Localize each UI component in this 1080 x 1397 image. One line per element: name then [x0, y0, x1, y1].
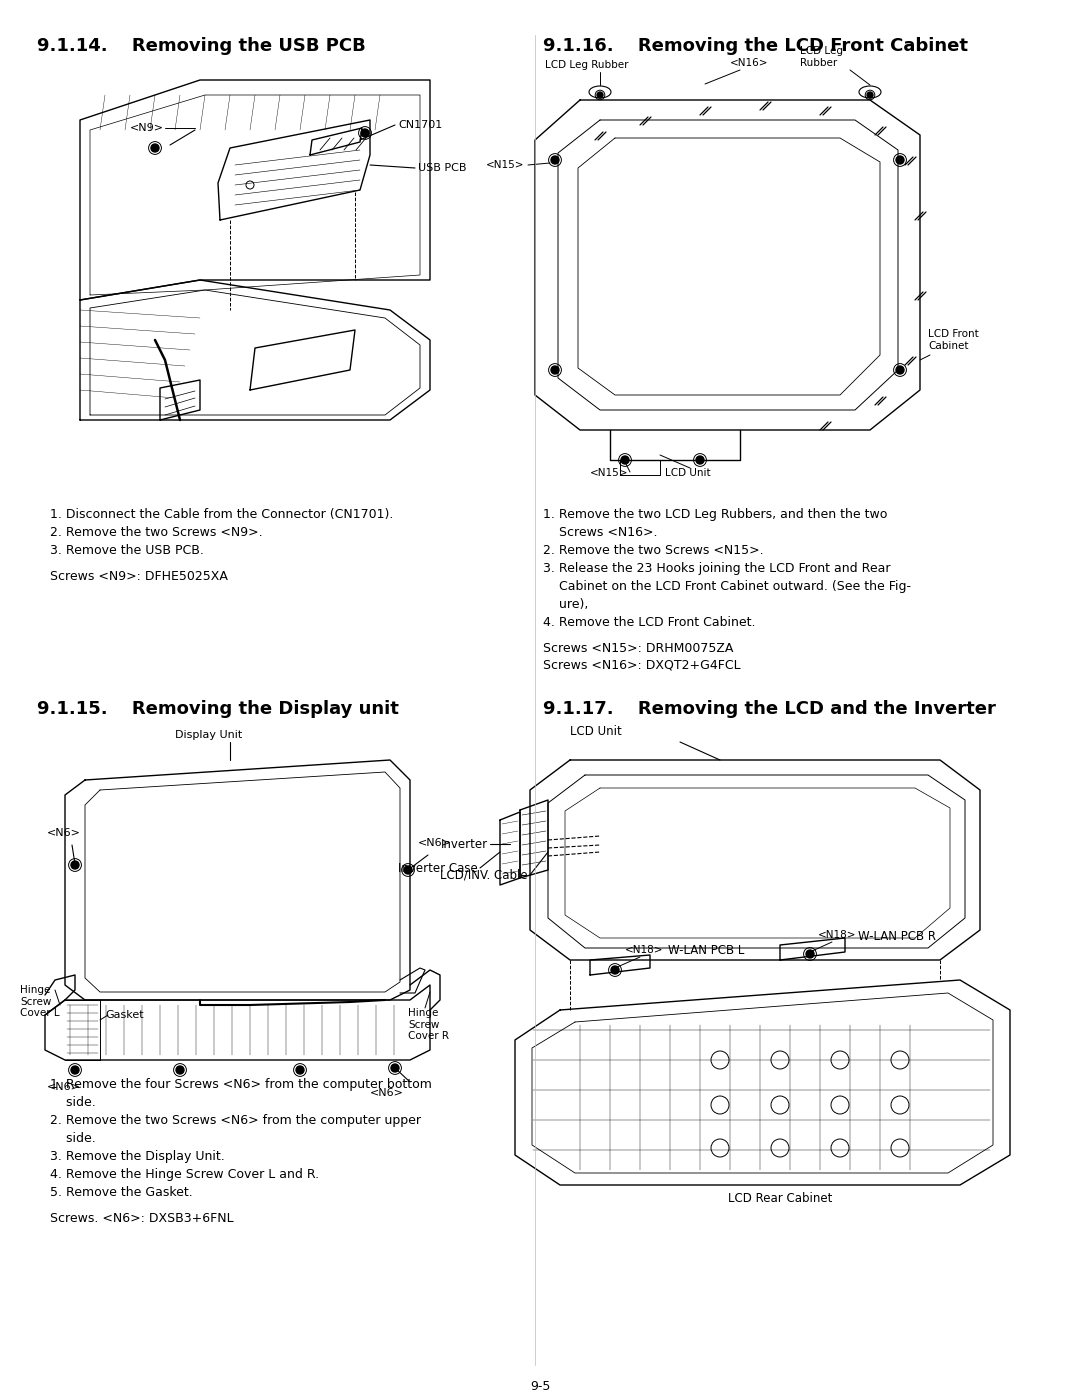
Text: <N9>: <N9>	[130, 123, 164, 133]
Circle shape	[551, 366, 559, 374]
Text: 9.1.14.  Removing the USB PCB: 9.1.14. Removing the USB PCB	[37, 36, 366, 54]
Text: 4. Remove the LCD Front Cabinet.: 4. Remove the LCD Front Cabinet.	[543, 616, 756, 629]
Text: <N6>: <N6>	[418, 838, 451, 848]
Text: LCD Leg
Rubber: LCD Leg Rubber	[800, 46, 843, 68]
Text: 2. Remove the two Screws <N6> from the computer upper: 2. Remove the two Screws <N6> from the c…	[50, 1113, 421, 1127]
Text: 4. Remove the Hinge Screw Cover L and R.: 4. Remove the Hinge Screw Cover L and R.	[50, 1168, 319, 1180]
Circle shape	[696, 455, 704, 464]
Text: 2. Remove the two Screws <N15>.: 2. Remove the two Screws <N15>.	[543, 543, 764, 557]
Text: LCD Front
Cabinet: LCD Front Cabinet	[928, 330, 978, 351]
Text: <N18>: <N18>	[818, 930, 856, 940]
Text: Screws. <N6>: DXSB3+6FNL: Screws. <N6>: DXSB3+6FNL	[50, 1213, 233, 1225]
Text: 3. Remove the USB PCB.: 3. Remove the USB PCB.	[50, 543, 204, 557]
Circle shape	[404, 866, 411, 875]
Circle shape	[551, 156, 559, 163]
Text: W-LAN PCB L: W-LAN PCB L	[669, 943, 744, 957]
Circle shape	[361, 129, 369, 137]
Text: LCD Unit: LCD Unit	[570, 725, 622, 738]
Text: 3. Remove the Display Unit.: 3. Remove the Display Unit.	[50, 1150, 225, 1162]
Text: ure),: ure),	[543, 598, 589, 610]
Circle shape	[867, 92, 873, 98]
Text: side.: side.	[50, 1097, 96, 1109]
Text: 9-5: 9-5	[530, 1380, 550, 1393]
Circle shape	[296, 1066, 303, 1074]
Text: <N6>: <N6>	[370, 1088, 404, 1098]
Text: Screws <N16>: DXQT2+G4FCL: Screws <N16>: DXQT2+G4FCL	[543, 659, 741, 672]
Circle shape	[151, 144, 159, 152]
Text: 1. Remove the two LCD Leg Rubbers, and then the two: 1. Remove the two LCD Leg Rubbers, and t…	[543, 509, 888, 521]
Text: Screws <N9>: DFHE5025XA: Screws <N9>: DFHE5025XA	[50, 570, 228, 583]
Text: 1. Disconnect the Cable from the Connector (CN1701).: 1. Disconnect the Cable from the Connect…	[50, 509, 393, 521]
Text: 9.1.16.  Removing the LCD Front Cabinet: 9.1.16. Removing the LCD Front Cabinet	[543, 36, 968, 54]
Text: Cabinet on the LCD Front Cabinet outward. (See the Fig-: Cabinet on the LCD Front Cabinet outward…	[543, 580, 912, 592]
Text: 9.1.17.  Removing the LCD and the Inverter: 9.1.17. Removing the LCD and the Inverte…	[543, 700, 996, 718]
Text: LCD Rear Cabinet: LCD Rear Cabinet	[728, 1192, 833, 1206]
Circle shape	[806, 950, 814, 958]
Text: LCD Unit: LCD Unit	[665, 468, 711, 478]
Text: 5. Remove the Gasket.: 5. Remove the Gasket.	[50, 1186, 192, 1199]
Text: <N16>: <N16>	[730, 59, 769, 68]
Text: Display Unit: Display Unit	[175, 731, 242, 740]
Text: side.: side.	[50, 1132, 96, 1146]
Text: <N6>: <N6>	[48, 1083, 81, 1092]
Circle shape	[71, 861, 79, 869]
Text: Inverter: Inverter	[441, 837, 488, 851]
Text: <N15>: <N15>	[486, 161, 524, 170]
Text: Hinge
Screw
Cover R: Hinge Screw Cover R	[408, 1009, 449, 1041]
Text: 1. Remove the four Screws <N6> from the computer bottom: 1. Remove the four Screws <N6> from the …	[50, 1078, 432, 1091]
Text: LCD Leg Rubber: LCD Leg Rubber	[545, 60, 629, 70]
Text: Screws <N15>: DRHM0075ZA: Screws <N15>: DRHM0075ZA	[543, 643, 733, 655]
Text: W-LAN PCB R: W-LAN PCB R	[858, 929, 936, 943]
Text: <N15>: <N15>	[590, 468, 629, 478]
Text: Inverter Case: Inverter Case	[399, 862, 478, 875]
Circle shape	[597, 92, 603, 98]
Circle shape	[71, 1066, 79, 1074]
Text: LCD/INV. Cable: LCD/INV. Cable	[441, 869, 528, 882]
Circle shape	[176, 1066, 184, 1074]
Text: 3. Release the 23 Hooks joining the LCD Front and Rear: 3. Release the 23 Hooks joining the LCD …	[543, 562, 891, 576]
Text: <N18>: <N18>	[625, 944, 663, 956]
Text: Gasket: Gasket	[105, 1010, 144, 1020]
Circle shape	[621, 455, 629, 464]
Text: Hinge
Screw
Cover L: Hinge Screw Cover L	[21, 985, 59, 1018]
Text: <N6>: <N6>	[48, 828, 81, 838]
Text: 2. Remove the two Screws <N9>.: 2. Remove the two Screws <N9>.	[50, 527, 262, 539]
Circle shape	[611, 965, 619, 974]
Circle shape	[391, 1065, 399, 1071]
Text: 9.1.15.  Removing the Display unit: 9.1.15. Removing the Display unit	[37, 700, 399, 718]
Circle shape	[896, 156, 904, 163]
Text: USB PCB: USB PCB	[418, 163, 467, 173]
Text: CN1701: CN1701	[399, 120, 442, 130]
Text: Screws <N16>.: Screws <N16>.	[543, 527, 658, 539]
Circle shape	[896, 366, 904, 374]
